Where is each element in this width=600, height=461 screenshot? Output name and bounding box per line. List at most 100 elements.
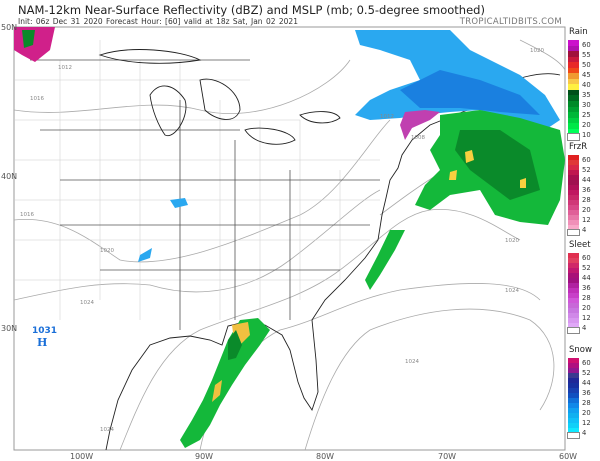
legend-swatch — [568, 378, 579, 383]
legend-swatch — [568, 205, 579, 210]
legend-tick: 30 — [582, 101, 591, 109]
legend-tick: 40 — [582, 81, 591, 89]
legend-swatch — [568, 175, 579, 180]
legend-swatch — [568, 413, 579, 418]
legend-snow: Snow 60 52 44 36 28 20 12 4 — [567, 345, 600, 439]
legend-swatch — [568, 220, 579, 225]
legend-swatch — [568, 40, 579, 46]
legend-swatch — [568, 363, 579, 368]
legend-swatch — [568, 403, 579, 408]
legend-swatch — [568, 423, 579, 428]
legend-tick: 20 — [582, 121, 591, 129]
legend-tick: 36 — [582, 389, 591, 397]
legend-swatch — [568, 283, 579, 288]
legend-tick: 44 — [582, 176, 591, 184]
legend-tick: 28 — [582, 196, 591, 204]
isobar-label: 1024 — [405, 359, 419, 365]
legend-tick: 60 — [582, 156, 591, 164]
legend-tick: 12 — [582, 314, 591, 322]
legend-swatch — [568, 388, 579, 393]
legend-tick: 50 — [582, 61, 591, 69]
legend-swatch — [568, 62, 579, 68]
isobar-label: 1024 — [80, 300, 94, 306]
legend-swatch — [568, 185, 579, 190]
legend-swatch — [568, 268, 579, 273]
legend-rain: Rain 60 55 50 45 40 35 30 25 20 10 — [567, 27, 600, 141]
legend-swatch — [568, 45, 579, 52]
legend-swatch — [568, 195, 579, 200]
legend-tick: 60 — [582, 41, 591, 49]
legend-swatch — [568, 318, 579, 323]
legend-tick: 20 — [582, 409, 591, 417]
legend-title: FrzR — [569, 142, 588, 152]
legend-swatch — [567, 327, 580, 334]
legend-sleet: Sleet 60 52 44 36 28 20 12 4 — [567, 240, 600, 334]
legend-swatch — [568, 117, 579, 124]
legend-swatch — [568, 123, 579, 129]
lon-label: 100W — [70, 452, 94, 461]
legend-title: Snow — [569, 345, 592, 355]
legend-tick: 60 — [582, 359, 591, 367]
legend-swatch — [568, 200, 579, 205]
legend-swatch — [568, 368, 579, 373]
legend-swatch — [568, 89, 579, 96]
legend-swatch — [568, 303, 579, 308]
legend-swatch — [568, 273, 579, 278]
isobar-label: 1008 — [411, 135, 425, 141]
legend-tick: 12 — [582, 419, 591, 427]
legend-swatch — [568, 288, 579, 293]
legend-swatch — [568, 165, 579, 170]
isobar-label: 1024 — [505, 288, 519, 294]
legend-tick: 4 — [582, 324, 587, 332]
legend-title: Sleet — [569, 240, 591, 250]
high-pressure-symbol: H — [37, 336, 47, 349]
legend-title: Rain — [569, 27, 588, 37]
map-title: NAM-12km Near-Surface Reflectivity (dBZ)… — [18, 3, 485, 17]
lon-label: 90W — [195, 452, 214, 461]
legend-swatch — [568, 398, 579, 403]
legend-swatch — [568, 128, 579, 135]
high-pressure-value: 1031 — [32, 326, 57, 336]
rain-band-offshore — [365, 230, 405, 290]
isobar-label: 1016 — [20, 212, 34, 218]
legend-tick: 25 — [582, 111, 591, 119]
lon-label: 80W — [316, 452, 335, 461]
legend-swatch — [568, 112, 579, 118]
legend-swatch — [568, 358, 579, 363]
legend-tick: 35 — [582, 91, 591, 99]
legend-swatch — [568, 160, 579, 165]
legend-swatch — [567, 229, 580, 236]
legend-swatch — [568, 253, 579, 258]
legend-swatch — [568, 308, 579, 313]
legend-swatch — [568, 73, 579, 79]
legend-tick: 52 — [582, 264, 591, 272]
legend-swatch — [568, 215, 579, 220]
legend-swatch — [568, 170, 579, 175]
lon-label: 70W — [438, 452, 457, 461]
legend-swatch — [568, 428, 579, 433]
legend-tick: 45 — [582, 71, 591, 79]
legend-tick: 44 — [582, 379, 591, 387]
legend-tick: 36 — [582, 186, 591, 194]
legend-frzr: FrzR 60 52 44 36 28 20 12 4 — [567, 142, 600, 236]
legend-swatch — [568, 313, 579, 318]
legend-tick: 10 — [582, 131, 591, 139]
isobars — [14, 39, 565, 450]
legend-tick: 4 — [582, 429, 587, 437]
legend-tick: 44 — [582, 274, 591, 282]
legend-swatch — [568, 84, 579, 90]
mixed-precip-new-england — [400, 110, 440, 140]
legend-tick: 60 — [582, 254, 591, 262]
brand-watermark: TROPICALTIDBITS.COM — [459, 17, 562, 27]
legend-swatch — [568, 373, 579, 378]
legend-tick: 20 — [582, 206, 591, 214]
precipitation — [14, 27, 565, 448]
legend-swatch — [568, 106, 579, 113]
lat-label: 50N — [1, 23, 18, 32]
map-subtitle: Init: 06z Dec 31 2020 Forecast Hour: [60… — [18, 17, 298, 26]
state-borders — [30, 59, 380, 330]
legend-swatch — [568, 225, 579, 230]
legend-tick: 20 — [582, 304, 591, 312]
legend-swatch — [568, 278, 579, 283]
